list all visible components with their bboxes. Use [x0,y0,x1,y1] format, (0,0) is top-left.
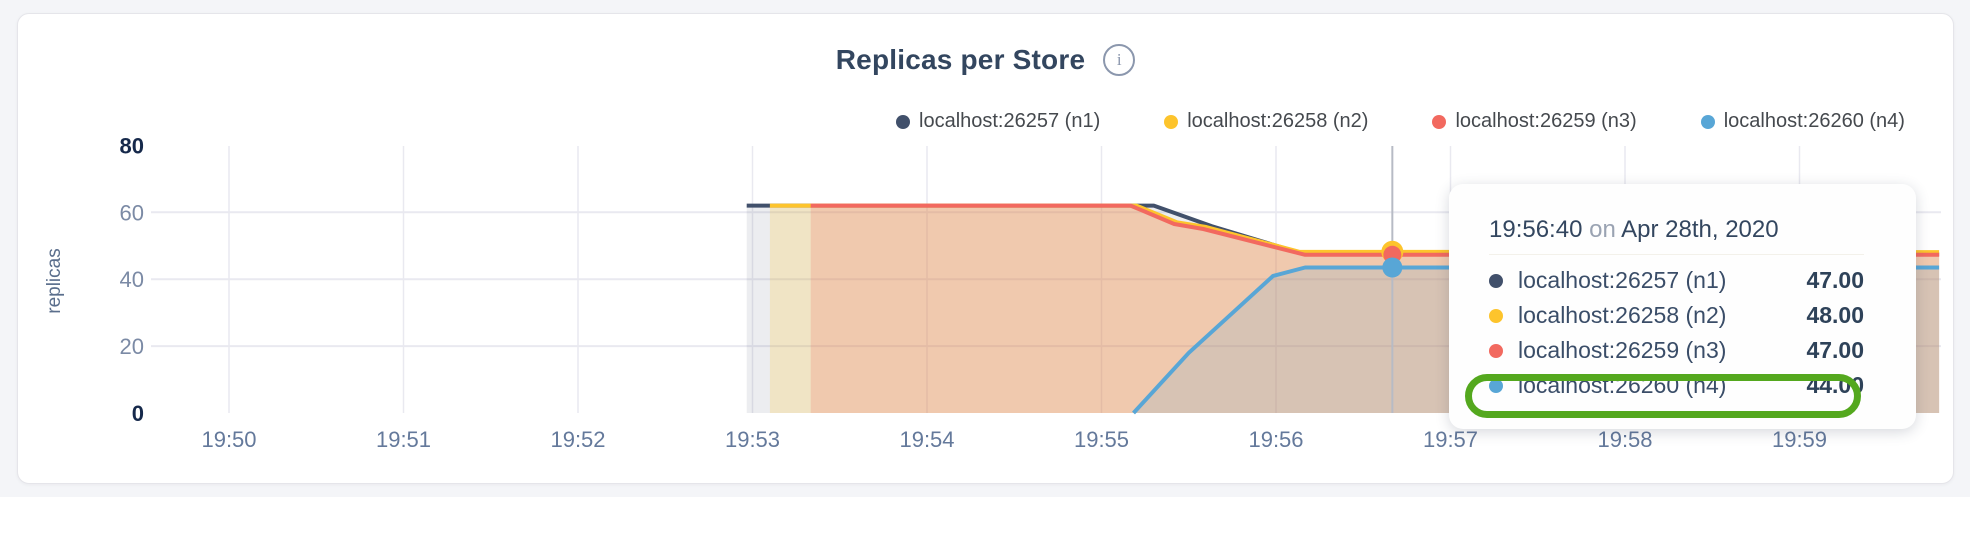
tooltip-row-n2: localhost:26258 (n2) 48.00 [1489,298,1864,333]
tooltip-row-label: localhost:26258 (n2) [1518,302,1727,328]
info-circle-icon[interactable]: i [1103,44,1136,76]
chart-title: Replicas per Store [835,44,1086,75]
hover-data-point [1382,257,1403,278]
hover-tooltip: 19:56:40 on Apr 28th, 2020 localhost:262… [1449,184,1916,429]
series-dot-icon [1489,308,1503,323]
tooltip-row-label: localhost:26259 (n3) [1518,337,1727,363]
legend-dot-icon [1432,114,1447,129]
tooltip-rows: localhost:26257 (n1) 47.00 localhost:26258… [1489,263,1864,403]
legend-dot-icon [1700,114,1715,129]
x-tick-label: 19:53 [725,427,780,452]
y-tick-label: 60 [120,200,144,225]
legend-item-label: localhost:26260 (n4) [1723,110,1905,132]
y-tick-label: 80 [120,133,144,158]
y-tick-label: 40 [120,267,144,292]
legend-item-n2[interactable]: localhost:26258 (n2) [1164,110,1368,133]
tooltip-row-value: 48.00 [1806,302,1864,328]
tooltip-timestamp: 19:56:40 on Apr 28th, 2020 [1489,216,1864,255]
legend-dot-icon [1164,114,1179,129]
x-tick-label: 19:52 [550,427,605,452]
legend-dot-icon [896,114,910,129]
tooltip-row-n3: localhost:26259 (n3) 47.00 [1489,333,1864,368]
tooltip-row-label: localhost:26260 (n4) [1518,372,1727,398]
tooltip-date: Apr 28th, 2020 [1621,216,1779,243]
tooltip-row-value: 47.00 [1806,337,1864,363]
x-tick-label: 19:57 [1423,427,1478,452]
x-tick-label: 19:58 [1597,427,1652,452]
legend-item-n3[interactable]: localhost:26259 (n3) [1432,110,1637,133]
legend-item-label: localhost:26257 (n1) [919,110,1101,132]
x-tick-label: 19:55 [1074,427,1129,452]
x-tick-label: 19:54 [899,427,954,452]
y-tick-label: 0 [132,401,144,426]
tooltip-conjunction: on [1589,216,1616,243]
tooltip-row-n4: localhost:26260 (n4) 44.00 [1489,368,1864,403]
tooltip-row-n1: localhost:26257 (n1) 47.00 [1489,263,1864,298]
series-dot-icon [1489,343,1503,358]
x-tick-label: 19:50 [201,427,256,452]
y-tick-label: 20 [120,334,144,359]
tooltip-time: 19:56:40 [1489,216,1583,243]
series-dot-icon [1489,273,1503,288]
x-tick-label: 19:51 [376,427,431,452]
series-dot-icon [1489,378,1503,393]
tooltip-row-value: 44.00 [1806,372,1864,398]
legend-item-label: localhost:26259 (n3) [1455,110,1637,132]
x-tick-label: 19:59 [1772,427,1827,452]
legend-item-label: localhost:26258 (n2) [1187,110,1369,132]
legend-item-n4[interactable]: localhost:26260 (n4) [1700,110,1905,133]
series-line [810,203,1940,257]
tooltip-row-value: 47.00 [1806,267,1864,293]
chart-header: Replicas per Store i [18,44,1953,76]
tooltip-row-label: localhost:26257 (n1) [1518,267,1727,293]
chart-legend: localhost:26257 (n1) localhost:26258 (n2)… [896,110,1905,133]
x-tick-label: 19:56 [1248,427,1303,452]
chart-card: Replicas per Store i localhost:26257 (n1… [17,13,1954,484]
legend-item-n1[interactable]: localhost:26257 (n1) [896,110,1100,133]
